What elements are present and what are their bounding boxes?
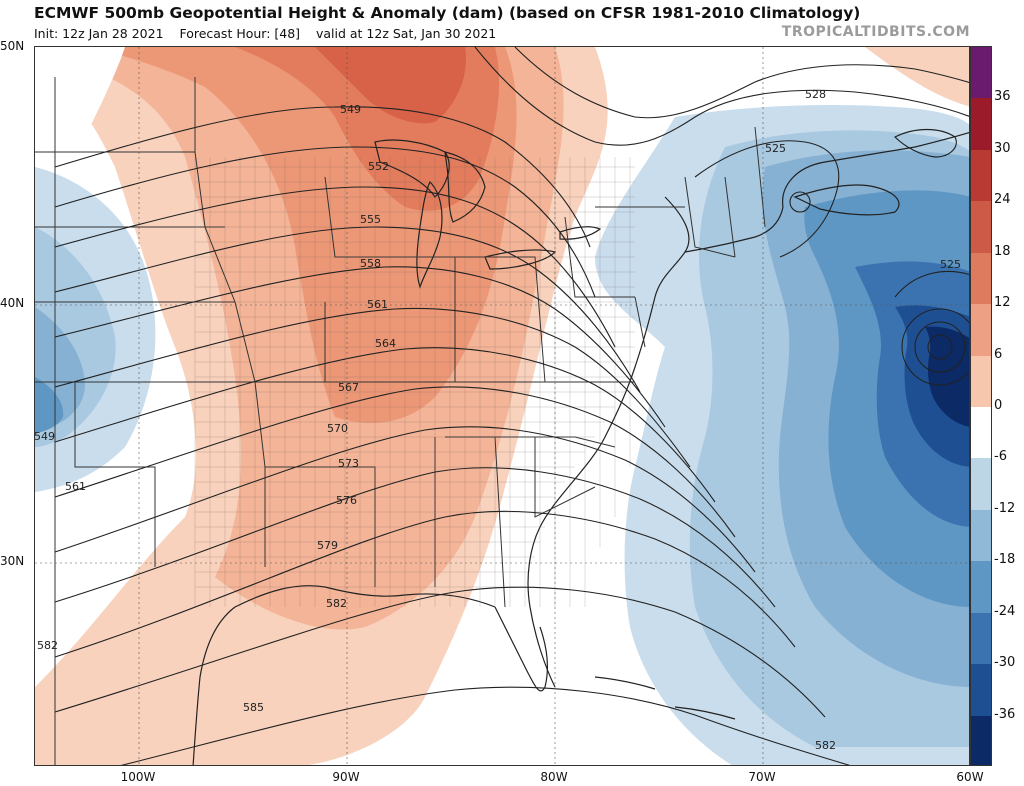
colorbar-segment <box>971 407 991 459</box>
contour-label-585: 585 <box>243 701 264 714</box>
lat-label-40n: 40N <box>0 296 25 310</box>
contour-label-573: 573 <box>338 457 359 470</box>
lat-label-30n: 30N <box>0 554 25 568</box>
map-panel: 549 552 555 558 561 564 567 570 573 576 … <box>34 46 970 766</box>
contour-label-582-west: 582 <box>37 639 58 652</box>
colorbar-segment <box>971 355 991 408</box>
lon-label-90w: 90W <box>332 770 360 784</box>
colorbar-tick-label: 30 <box>994 140 1011 156</box>
colorbar-segment <box>971 98 991 151</box>
colorbar-segment <box>971 612 991 665</box>
brand-watermark: TROPICALTIDBITS.COM <box>781 24 970 40</box>
contour-label-564: 564 <box>375 337 396 350</box>
contour-label-552: 552 <box>368 160 389 173</box>
contour-label-570: 570 <box>327 422 348 435</box>
colorbar-segment <box>971 149 991 202</box>
county-boundaries <box>194 157 635 607</box>
contour-label-582-a: 582 <box>326 597 347 610</box>
contour-label-525-b: 525 <box>940 258 961 271</box>
height-contours <box>54 47 969 765</box>
lat-label-50n: 50N <box>0 39 25 53</box>
contour-labels: 549 552 555 558 561 564 567 570 573 576 … <box>35 88 961 752</box>
colorbar-segment <box>971 458 991 511</box>
graticule <box>35 47 969 765</box>
colorbar-segment <box>971 201 991 254</box>
map-svg: 549 552 555 558 561 564 567 570 573 576 … <box>35 47 969 765</box>
colorbar-segment <box>971 715 991 765</box>
colorbar-segment <box>971 509 991 562</box>
lon-label-60w: 60W <box>956 770 984 784</box>
colorbar-segment <box>971 47 991 99</box>
colorbar-tick-label: -12 <box>994 500 1016 516</box>
contour-label-579: 579 <box>317 539 338 552</box>
contour-label-567: 567 <box>338 381 359 394</box>
contour-label-561-west: 561 <box>65 480 86 493</box>
colorbar-tick-label: -6 <box>994 449 1007 465</box>
colorbar-tick-label: 36 <box>994 89 1011 105</box>
valid-time: valid at 12z Sat, Jan 30 2021 <box>315 26 497 41</box>
contour-label-549-west: 549 <box>35 430 55 443</box>
colorbar-tick-label: 24 <box>994 192 1011 208</box>
contour-label-555: 555 <box>360 213 381 226</box>
colorbar <box>970 46 992 766</box>
map-title: ECMWF 500mb Geopotential Height & Anomal… <box>34 4 861 22</box>
colorbar-segment <box>971 252 991 305</box>
colorbar-tick-label: -30 <box>994 655 1016 671</box>
colorbar-tick-label: -36 <box>994 706 1016 722</box>
header: ECMWF 500mb Geopotential Height & Anomal… <box>0 0 1024 46</box>
lon-label-100w: 100W <box>120 770 156 784</box>
contour-label-576: 576 <box>336 494 357 507</box>
colorbar-segment <box>971 561 991 614</box>
colorbar-tick-label: 18 <box>994 243 1011 259</box>
contour-label-525-a: 525 <box>765 142 786 155</box>
map-subtitle: Init: 12z Jan 28 2021 Forecast Hour: [48… <box>34 26 496 41</box>
contour-label-582-east: 582 <box>815 739 836 752</box>
colorbar-segment <box>971 664 991 717</box>
colorbar-segment <box>971 304 991 357</box>
colorbar-tick-label: -24 <box>994 603 1016 619</box>
lon-label-80w: 80W <box>540 770 568 784</box>
init-time: Init: 12z Jan 28 2021 <box>34 26 164 41</box>
forecast-hour: Forecast Hour: [48] <box>179 26 301 41</box>
colorbar-tick-label: -18 <box>994 552 1016 568</box>
contour-label-549: 549 <box>340 103 361 116</box>
contour-label-561: 561 <box>367 298 388 311</box>
contour-label-528: 528 <box>805 88 826 101</box>
lon-label-70w: 70W <box>748 770 776 784</box>
colorbar-tick-label: 12 <box>994 295 1011 311</box>
colorbar-tick-label: 0 <box>994 398 1003 413</box>
contour-label-558: 558 <box>360 257 381 270</box>
colorbar-tick-label: 6 <box>994 346 1003 362</box>
